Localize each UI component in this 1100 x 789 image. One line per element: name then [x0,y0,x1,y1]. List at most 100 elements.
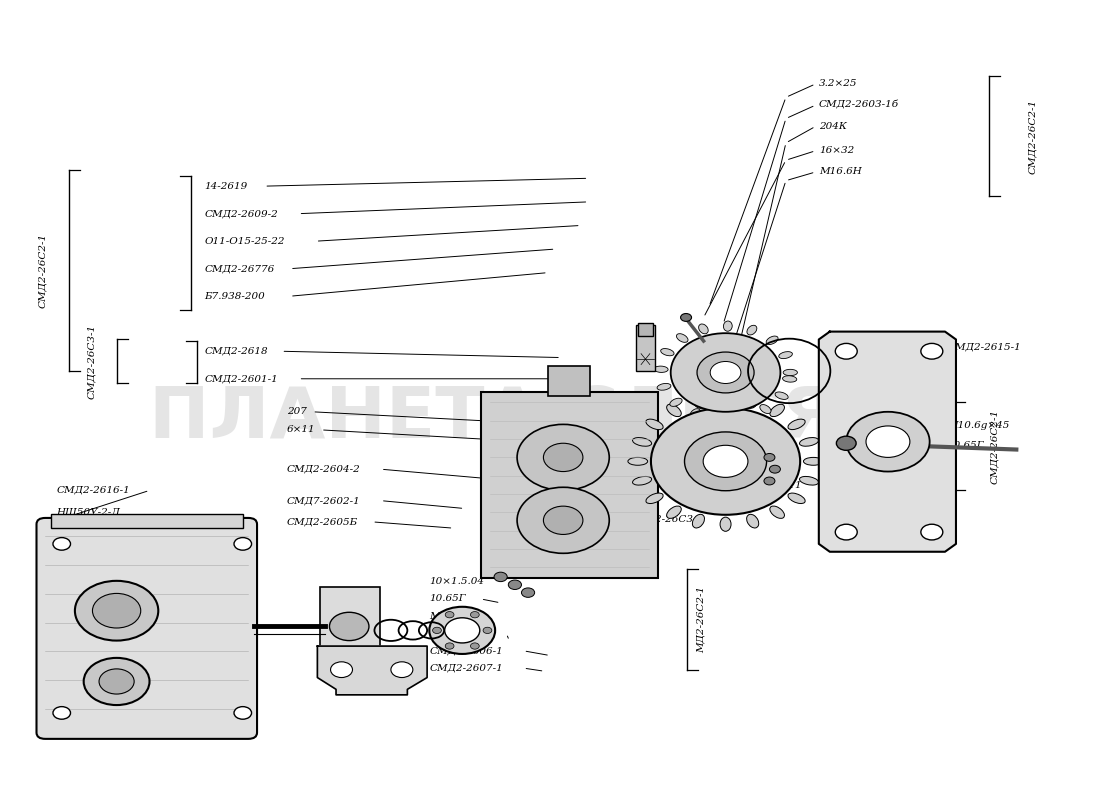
Circle shape [846,412,929,472]
Text: ПЛАНЕТА СЛЕСЯКА: ПЛАНЕТА СЛЕСЯКА [148,383,952,453]
Circle shape [543,443,583,472]
Text: СМД2-2623: СМД2-2623 [429,629,493,638]
Ellipse shape [632,477,651,485]
Ellipse shape [783,369,798,376]
Circle shape [330,612,369,641]
Circle shape [446,611,454,618]
Text: М16.6Н: М16.6Н [818,167,861,177]
Ellipse shape [692,394,704,409]
Ellipse shape [632,438,651,447]
Ellipse shape [747,394,759,409]
Ellipse shape [661,349,674,356]
Circle shape [75,581,158,641]
Circle shape [521,588,535,597]
Text: СМД2-2601-1: СМД2-2601-1 [205,374,278,383]
Circle shape [99,669,134,694]
Text: СМД2-2615-1: СМД2-2615-1 [947,343,1021,352]
Ellipse shape [653,366,668,372]
Circle shape [494,572,507,581]
Ellipse shape [724,321,733,331]
Circle shape [703,445,748,477]
Ellipse shape [739,412,748,422]
Ellipse shape [747,325,757,335]
Ellipse shape [692,514,704,528]
Circle shape [471,611,480,618]
Ellipse shape [788,419,805,429]
Text: 6×11: 6×11 [287,425,316,435]
Text: М8.6g×16: М8.6g×16 [739,461,794,469]
Text: СМД2-2618: СМД2-2618 [205,346,268,356]
Text: СМД2-2606-1: СМД2-2606-1 [429,646,503,656]
Text: 16×32: 16×32 [818,146,854,155]
Text: СМД2-2611: СМД2-2611 [739,481,802,489]
Circle shape [84,658,150,705]
Circle shape [508,580,521,589]
Text: }: } [616,507,631,530]
Circle shape [697,352,755,393]
Ellipse shape [628,458,648,466]
Ellipse shape [646,493,663,503]
Ellipse shape [667,404,681,417]
Circle shape [835,343,857,359]
Text: СМД2-2607-1: СМД2-2607-1 [429,664,503,672]
Ellipse shape [800,477,818,485]
Circle shape [921,343,943,359]
Circle shape [711,361,741,383]
Text: М10: М10 [493,510,517,518]
Ellipse shape [779,352,792,358]
Circle shape [92,593,141,628]
Polygon shape [318,646,427,695]
Text: СМД2-26С2-1: СМД2-26С2-1 [914,437,923,512]
Bar [548,366,590,396]
Circle shape [234,707,252,720]
Circle shape [432,627,441,634]
Polygon shape [818,331,956,552]
Circle shape [543,507,583,534]
Text: СМД2-2604-2: СМД2-2604-2 [287,465,361,473]
Circle shape [517,488,609,553]
Text: 14-2619: 14-2619 [205,181,248,191]
Circle shape [444,618,480,643]
Text: 10.65Г: 10.65Г [947,441,983,450]
Circle shape [921,524,943,540]
Text: СМД2-26С2-1: СМД2-26С2-1 [39,233,47,308]
Ellipse shape [667,506,681,518]
Text: 3.2×25: 3.2×25 [818,80,857,88]
Ellipse shape [714,413,723,424]
Text: 10: 10 [510,501,520,509]
Text: СМД2-26776: СМД2-26776 [205,264,275,273]
Ellipse shape [760,405,771,413]
Ellipse shape [747,514,759,528]
Text: 10.65Г: 10.65Г [429,594,466,604]
Circle shape [671,333,780,412]
Ellipse shape [690,409,701,418]
Circle shape [446,643,454,649]
Text: СМД7-2602-1: СМД7-2602-1 [287,496,361,505]
Ellipse shape [770,404,784,417]
Circle shape [835,524,857,540]
Ellipse shape [803,458,823,466]
Ellipse shape [788,493,805,503]
Text: СМД2-2609-2: СМД2-2609-2 [205,209,278,219]
Ellipse shape [782,376,796,382]
Text: 207: 207 [287,407,307,417]
Text: НШ50У-2-Л: НШ50У-2-Л [56,508,120,517]
Ellipse shape [670,398,682,406]
Circle shape [517,424,609,491]
Circle shape [681,313,692,321]
Text: × 28: × 28 [526,510,551,518]
Ellipse shape [800,438,818,447]
Text: СМД2-26С3-1: СМД2-26С3-1 [629,514,704,523]
Text: 204К: 204К [818,122,847,131]
Ellipse shape [770,506,784,518]
Text: М10.6Н: М10.6Н [429,611,472,621]
Bar [320,587,379,666]
Text: СМД2-2616-1: СМД2-2616-1 [56,486,130,495]
Text: СМД2-2605Б: СМД2-2605Б [287,518,358,526]
Circle shape [234,537,252,550]
Circle shape [390,662,412,678]
Ellipse shape [698,324,708,334]
Text: О11-О15-25-22: О11-О15-25-22 [205,237,285,245]
Text: СМД2-26С3-1: СМД2-26С3-1 [87,324,96,399]
Ellipse shape [720,391,732,406]
